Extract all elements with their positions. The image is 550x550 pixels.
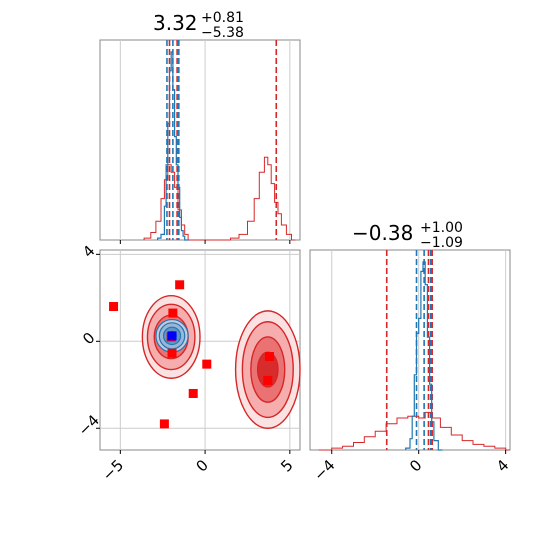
red-square-marker-0 [109, 302, 119, 312]
x-param-title-plus: +0.81 [201, 10, 244, 26]
y-marginal-tick-label-2: 4 [493, 456, 512, 475]
panel-y-marginal: −4 0 4 [309, 249, 512, 484]
y-marginal-red-histogram [318, 411, 510, 451]
red-square-marker-6 [159, 419, 169, 429]
red-square-marker-5 [188, 388, 198, 398]
joint-ytick-label-0: −4 [75, 411, 103, 439]
panel-x-marginal-grid [119, 40, 291, 240]
panel-joint: −5 0 5 −4 0 4 [75, 242, 301, 484]
red-square-marker-3 [167, 348, 177, 358]
y-marginal-blue-histogram [405, 261, 443, 451]
x-param-title-minus: −5.38 [201, 25, 244, 41]
x-param-title-value: 3.32 [153, 11, 198, 35]
y-param-title-value: −0.38 [352, 221, 413, 245]
panel-y-marginal-frame [309, 249, 511, 451]
joint-ytick-label-1: 0 [79, 329, 98, 348]
red-square-marker-1 [175, 280, 185, 290]
joint-xtick-label-2: 5 [277, 456, 296, 475]
panel-joint-contours [141, 294, 301, 429]
panel-joint-markers [109, 280, 274, 429]
joint-ytick-label-2: 4 [79, 242, 98, 261]
x-marginal-red-histogram [143, 156, 296, 241]
x-param-title: 3.32 +0.81 −5.38 [153, 10, 244, 41]
panel-x-marginal-frame [99, 39, 301, 241]
x-marginal-blue-histogram [157, 51, 189, 241]
y-param-title-minus: −1.09 [420, 235, 463, 251]
y-param-title-plus: +1.00 [420, 220, 463, 236]
panel-y-marginal-ticks: −4 0 4 [310, 450, 512, 484]
panel-x-marginal-ticks [119, 240, 291, 244]
panel-x-marginal [99, 39, 301, 244]
red-square-marker-7 [264, 352, 274, 362]
panel-x-marginal-quantiles [166, 40, 278, 240]
y-param-title: −0.38 +1.00 −1.09 [352, 220, 463, 251]
red-square-marker-2 [168, 308, 178, 318]
blue-square-marker [167, 331, 177, 341]
y-marginal-tick-label-1: 0 [406, 456, 425, 475]
red-square-marker-8 [263, 375, 273, 385]
y-marginal-tick-label-0: −4 [310, 456, 338, 484]
joint-xtick-label-1: 0 [192, 456, 211, 475]
red-square-marker-4 [202, 359, 212, 369]
joint-xtick-label-0: −5 [99, 456, 127, 484]
